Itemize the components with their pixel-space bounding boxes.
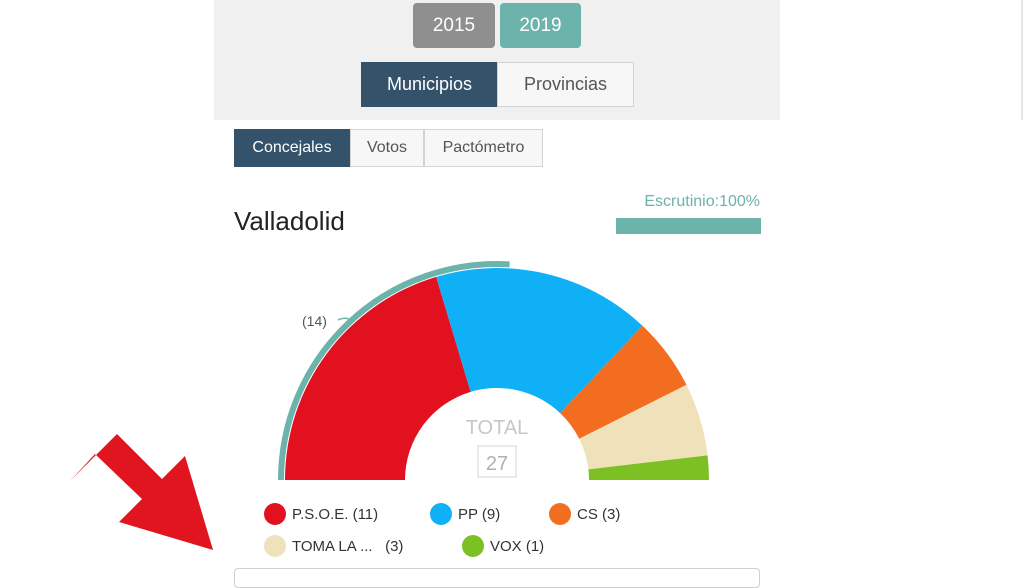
legend-label-cs: CS (3) <box>577 505 621 523</box>
total-label: TOTAL <box>466 417 529 439</box>
legend-item-toma-la: TOMA LA ... (3) <box>264 535 403 557</box>
legend-dot-vox <box>462 535 484 557</box>
year-2015-button[interactable]: 2015 <box>413 3 495 48</box>
tab-concejales[interactable]: Concejales <box>234 129 350 167</box>
legend-item-psoe: P.S.O.E. (11) <box>264 503 378 525</box>
scrutiny-label: Escrutinio:100% <box>644 193 760 210</box>
majority-arc <box>278 261 510 481</box>
results-table-box <box>234 568 760 588</box>
legend-dot-toma-la <box>264 535 286 557</box>
seat-distribution-chart: (14) TOTAL 27 <box>278 261 709 481</box>
total-value: 27 <box>486 453 508 475</box>
tab-pactometro[interactable]: Pactómetro <box>424 129 543 167</box>
seat-slice-pp <box>436 268 643 414</box>
legend-item-cs: CS (3) <box>549 503 620 525</box>
total-value-box <box>477 445 517 478</box>
majority-label: (14) <box>302 313 327 329</box>
seat-slice-cs <box>560 325 687 439</box>
seat-slice-toma-la <box>579 384 708 470</box>
tab-provincias[interactable]: Provincias <box>497 62 634 107</box>
legend-label-vox: VOX (1) <box>490 537 545 555</box>
legend-label-toma-la: TOMA LA ... (3) <box>292 537 404 555</box>
legend-item-pp: PP (9) <box>430 503 500 525</box>
scrutiny-progress-bar <box>616 218 761 234</box>
divider <box>1021 0 1023 120</box>
seat-slices <box>285 268 709 480</box>
legend-dot-cs <box>549 503 571 525</box>
scrutiny-progress-fill <box>616 218 761 234</box>
year-2019-button[interactable]: 2019 <box>500 3 581 48</box>
legend-label-pp: PP (9) <box>458 505 501 523</box>
municipality-title: Valladolid <box>234 206 345 236</box>
seat-slice-vox <box>588 455 709 480</box>
tab-municipios[interactable]: Municipios <box>361 62 498 107</box>
seat-slice-p-s-o-e <box>285 276 471 480</box>
annotation-arrow-icon <box>70 434 213 550</box>
majority-tick <box>337 317 353 322</box>
legend-label-psoe: P.S.O.E. (11) <box>292 505 379 523</box>
legend-dot-psoe <box>264 503 286 525</box>
tab-votos[interactable]: Votos <box>350 129 424 167</box>
legend-dot-pp <box>430 503 452 525</box>
legend-item-vox: VOX (1) <box>462 535 544 557</box>
